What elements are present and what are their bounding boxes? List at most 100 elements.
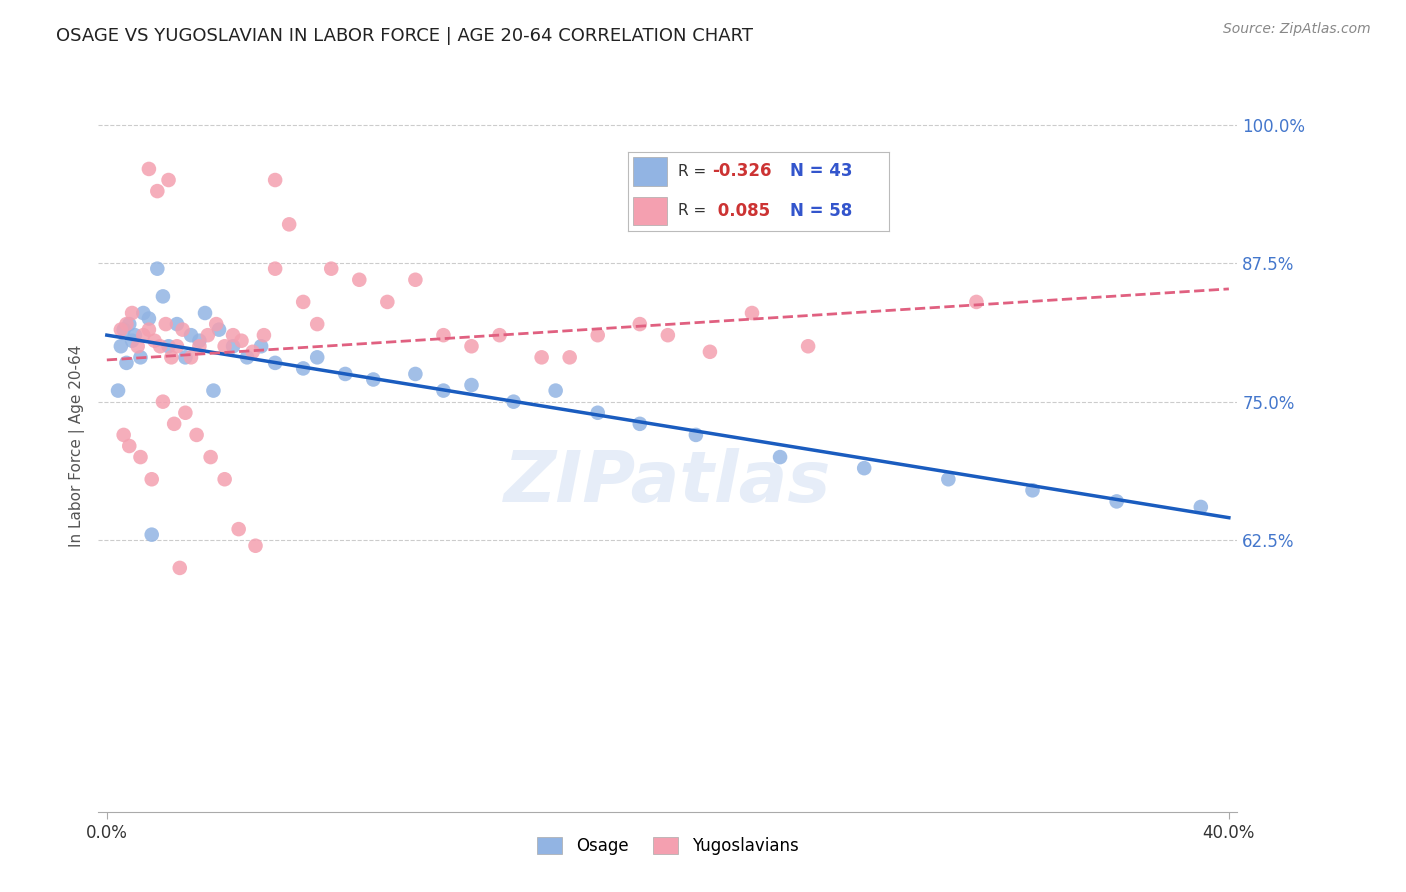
Point — [155, 317, 177, 331]
Point — [208, 323, 231, 337]
Text: R =: R = — [678, 203, 706, 219]
Point — [146, 261, 169, 276]
Point — [138, 161, 160, 176]
Text: N = 43: N = 43 — [790, 162, 852, 180]
Point — [174, 351, 197, 365]
Point — [166, 317, 188, 331]
Point — [188, 334, 211, 348]
Text: N = 58: N = 58 — [790, 202, 852, 220]
Point — [292, 294, 315, 309]
Point — [460, 339, 482, 353]
Point — [558, 351, 581, 365]
Point — [460, 378, 482, 392]
Point — [138, 311, 160, 326]
Point — [797, 339, 820, 353]
Point — [264, 261, 287, 276]
Point — [245, 539, 267, 553]
Point — [242, 344, 264, 359]
Point — [307, 351, 329, 365]
Point — [278, 218, 301, 232]
Point — [307, 317, 329, 331]
Point — [253, 328, 276, 343]
Legend: Osage, Yugoslavians: Osage, Yugoslavians — [530, 830, 806, 862]
Point — [432, 384, 454, 398]
Text: R =: R = — [678, 164, 706, 179]
Point — [769, 450, 792, 464]
Text: Source: ZipAtlas.com: Source: ZipAtlas.com — [1223, 22, 1371, 37]
Point — [214, 339, 236, 353]
Point — [118, 317, 141, 331]
Point — [115, 356, 138, 370]
Point — [118, 439, 141, 453]
Point — [149, 339, 172, 353]
Point — [132, 306, 155, 320]
Point — [141, 527, 163, 541]
Point — [404, 273, 426, 287]
Point — [186, 428, 208, 442]
Point — [107, 384, 129, 398]
Point — [222, 328, 245, 343]
Point — [146, 184, 169, 198]
Point — [741, 306, 763, 320]
Point — [129, 351, 152, 365]
Text: 0.085: 0.085 — [711, 202, 769, 220]
Point — [172, 323, 194, 337]
Point — [375, 294, 398, 309]
Point — [231, 334, 253, 348]
Point — [157, 339, 180, 353]
Point — [965, 294, 987, 309]
Point — [363, 372, 385, 386]
Point — [264, 356, 287, 370]
Point — [127, 339, 149, 353]
Point — [321, 261, 343, 276]
Point — [129, 450, 152, 464]
Point — [432, 328, 454, 343]
Point — [628, 417, 651, 431]
Point — [124, 328, 146, 343]
Point — [200, 450, 222, 464]
Point — [264, 173, 287, 187]
Point — [1105, 494, 1128, 508]
Bar — [633, 197, 668, 225]
Point — [194, 306, 217, 320]
Point — [228, 522, 250, 536]
Point — [121, 306, 143, 320]
Point — [236, 351, 259, 365]
Point — [115, 317, 138, 331]
Point — [530, 351, 553, 365]
Point — [853, 461, 876, 475]
Point — [166, 339, 188, 353]
Point — [222, 339, 245, 353]
Point — [160, 351, 183, 365]
Point — [214, 472, 236, 486]
Point — [292, 361, 315, 376]
Point — [335, 367, 357, 381]
Point — [628, 317, 651, 331]
Point — [157, 173, 180, 187]
Y-axis label: In Labor Force | Age 20-64: In Labor Force | Age 20-64 — [69, 345, 84, 547]
Point — [488, 328, 510, 343]
Point — [152, 289, 174, 303]
Text: ZIPatlas: ZIPatlas — [505, 448, 831, 517]
Point — [169, 561, 191, 575]
Point — [1189, 500, 1212, 514]
Point — [685, 428, 707, 442]
Point — [110, 339, 132, 353]
Point — [174, 406, 197, 420]
Point — [152, 394, 174, 409]
Point — [250, 339, 273, 353]
Point — [197, 328, 219, 343]
Point — [180, 351, 202, 365]
Bar — [633, 157, 668, 186]
Point — [112, 323, 135, 337]
Point — [544, 384, 567, 398]
Point — [112, 428, 135, 442]
Text: -0.326: -0.326 — [711, 162, 770, 180]
Point — [586, 328, 609, 343]
Point — [188, 339, 211, 353]
Point — [502, 394, 524, 409]
Point — [132, 328, 155, 343]
Point — [205, 317, 228, 331]
Point — [143, 334, 166, 348]
Text: OSAGE VS YUGOSLAVIAN IN LABOR FORCE | AGE 20-64 CORRELATION CHART: OSAGE VS YUGOSLAVIAN IN LABOR FORCE | AG… — [56, 27, 754, 45]
